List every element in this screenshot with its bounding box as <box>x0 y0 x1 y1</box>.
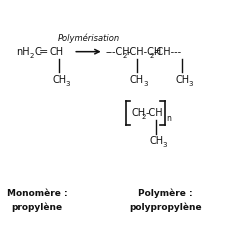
Text: Polymérisation: Polymérisation <box>58 34 120 43</box>
Text: C: C <box>34 47 41 57</box>
Text: ---CH: ---CH <box>106 47 130 57</box>
Text: 3: 3 <box>66 81 70 87</box>
Text: CH: CH <box>175 75 189 85</box>
Text: propylène: propylène <box>12 202 63 212</box>
Text: Monomère :: Monomère : <box>7 189 68 198</box>
Text: -CH: -CH <box>146 108 163 118</box>
Text: CH: CH <box>130 75 144 85</box>
Text: CH: CH <box>132 108 146 118</box>
Text: 3: 3 <box>143 81 148 87</box>
Text: =: = <box>39 47 48 57</box>
Text: 2: 2 <box>150 53 154 59</box>
Text: polypropylène: polypropylène <box>129 202 202 212</box>
Text: 3: 3 <box>162 142 167 148</box>
Text: 2: 2 <box>142 114 146 120</box>
Text: 2: 2 <box>30 53 34 59</box>
Text: nH: nH <box>16 47 30 57</box>
Text: -CH---: -CH--- <box>153 47 182 57</box>
Text: 2: 2 <box>123 53 127 59</box>
Text: CH: CH <box>149 136 163 146</box>
Text: Polymère :: Polymère : <box>138 189 193 198</box>
Text: n: n <box>166 114 171 123</box>
Text: 3: 3 <box>188 81 193 87</box>
Text: CH: CH <box>50 47 64 57</box>
Text: CH: CH <box>52 75 66 85</box>
Text: -CH-CH: -CH-CH <box>126 47 162 57</box>
